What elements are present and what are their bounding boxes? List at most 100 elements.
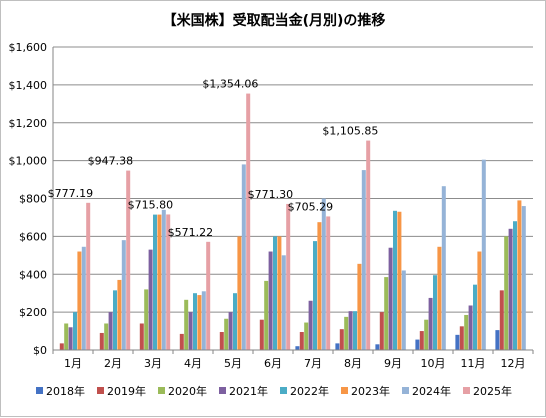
x-tick-label: 5月 <box>224 357 242 370</box>
legend-swatch <box>402 387 409 394</box>
y-tick-label: $1,200 <box>9 117 48 130</box>
data-label: $705.29 <box>288 200 334 213</box>
bar <box>157 214 162 350</box>
data-label: $571.22 <box>168 226 214 239</box>
bar <box>437 246 442 350</box>
y-tick-label: $1,000 <box>9 155 48 168</box>
bar <box>224 318 229 350</box>
bar <box>481 159 486 350</box>
bar <box>113 290 117 350</box>
bar <box>295 346 300 350</box>
bar <box>179 333 184 350</box>
legend-label: 2021年 <box>229 384 268 398</box>
data-label: $777.19 <box>48 187 94 200</box>
bar <box>366 140 371 350</box>
bar <box>317 222 322 350</box>
legend-swatch <box>36 387 43 394</box>
legend-swatch <box>280 387 287 394</box>
legend-swatch <box>158 387 165 394</box>
bar <box>393 210 397 350</box>
bar <box>108 312 113 350</box>
bar <box>361 170 366 350</box>
bar <box>277 236 282 350</box>
bar <box>308 300 313 350</box>
bar <box>73 312 77 350</box>
bar <box>339 329 344 350</box>
bar <box>259 319 264 350</box>
legend-label: 2024年 <box>412 384 451 398</box>
bar <box>219 332 224 350</box>
bar <box>464 314 469 350</box>
bar <box>375 344 380 350</box>
bar <box>517 200 522 350</box>
bar <box>228 312 233 350</box>
gridlines <box>53 46 533 313</box>
bar <box>379 312 384 350</box>
legend-label: 2023年 <box>351 384 390 398</box>
bar <box>139 323 144 350</box>
bar <box>299 332 304 350</box>
bar <box>504 236 509 350</box>
bar <box>201 291 206 350</box>
y-tick-label: $400 <box>19 268 47 281</box>
x-tick-label: 11月 <box>461 357 486 370</box>
legend-swatch <box>341 387 348 394</box>
bar <box>286 203 291 350</box>
bar <box>117 279 122 350</box>
bar <box>495 330 500 350</box>
bar <box>348 311 353 350</box>
bar <box>206 241 211 350</box>
bar <box>499 290 504 350</box>
bar <box>246 93 251 350</box>
bar <box>473 284 477 350</box>
bar <box>121 240 126 350</box>
bar <box>521 206 526 350</box>
bar <box>153 214 157 350</box>
legend-swatch <box>97 387 104 394</box>
bar <box>415 339 420 350</box>
bar <box>455 334 460 350</box>
data-label: $1,105.85 <box>322 125 378 138</box>
bar <box>148 249 153 350</box>
bar <box>433 275 437 350</box>
y-tick-label: $0 <box>33 344 47 357</box>
legend-swatch <box>463 387 470 394</box>
bar <box>353 311 357 350</box>
bar <box>64 323 69 350</box>
bar <box>357 263 362 350</box>
legend-swatch <box>219 387 226 394</box>
bar <box>321 198 326 350</box>
y-tick-label: $800 <box>19 193 47 206</box>
x-tick-label: 2月 <box>104 357 122 370</box>
bar <box>193 293 197 350</box>
x-tick-label: 12月 <box>501 357 526 370</box>
bar <box>384 277 389 350</box>
bar <box>104 323 109 350</box>
bar <box>264 280 269 350</box>
bar <box>241 164 246 350</box>
bar <box>401 270 406 350</box>
y-tick-label: $1,400 <box>9 79 48 92</box>
bar <box>468 305 473 350</box>
legend-label: 2022年 <box>290 384 329 398</box>
x-tick-label: 8月 <box>344 357 362 370</box>
legend-label: 2025年 <box>473 384 512 398</box>
legend-label: 2018年 <box>46 384 85 398</box>
bar <box>397 211 402 350</box>
x-tick-label: 3月 <box>144 357 162 370</box>
bars <box>59 93 526 350</box>
bar <box>388 247 393 350</box>
bar <box>86 202 91 350</box>
bar <box>166 214 171 350</box>
data-labels: $777.19 $947.38 $715.80 $571.22 $1,354.06 $77… <box>48 78 379 239</box>
x-tick-label: 6月 <box>264 357 282 370</box>
bar <box>513 221 517 350</box>
bar <box>273 236 277 350</box>
bar <box>237 236 242 350</box>
bar <box>99 332 104 350</box>
bar <box>81 246 86 350</box>
y-tick-label: $1,600 <box>9 41 48 54</box>
data-label: $771.30 <box>248 188 294 201</box>
